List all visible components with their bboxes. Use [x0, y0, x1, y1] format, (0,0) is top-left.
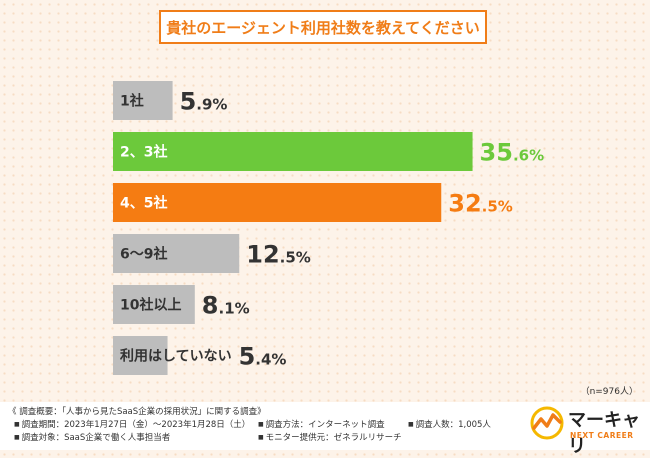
survey-count: 調査人数：1,005人: [408, 418, 491, 430]
bar-1: [113, 132, 473, 171]
category-label-3: 6〜9社: [120, 246, 167, 263]
value-label-1: 35.6%: [480, 139, 545, 167]
bar-2: [113, 183, 442, 222]
chart-title-text: 貴社のエージェント利用社数を教えてください: [166, 18, 480, 37]
survey-heading: 《 調査概要：「人事から見たSaaS企業の採用状況」に関する調査》: [8, 407, 266, 417]
sample-size-note: （n=976人）: [580, 387, 638, 397]
bar-3: [113, 234, 240, 273]
category-label-5: 利用はしていない: [120, 348, 232, 365]
value-label-0: 5.9%: [180, 88, 228, 116]
value-label-5: 5.4%: [239, 343, 287, 371]
value-label-4: 8.1%: [202, 292, 250, 320]
bar-5: [113, 336, 168, 375]
logo: マーキャリ NEXT CAREER: [528, 404, 644, 457]
category-label-4: 10社以上: [120, 297, 181, 314]
survey-method: 調査方法：インターネット調査: [258, 418, 385, 430]
logo-mark-icon: [530, 406, 564, 440]
category-label-0: 1社: [120, 93, 144, 110]
bar-0: [113, 81, 173, 120]
survey-period: 調査期間：2023年1月27日（金）〜2023年1月28日（土）: [14, 418, 251, 430]
survey-provider: モニター提供元：ゼネラルリサーチ: [258, 431, 402, 443]
bar-chart: 1社 5.9% 2、3社 35.6% 4、5社 32.5% 6〜9社 12.5% 10社以上 8.…: [113, 81, 545, 375]
bar-4: [113, 285, 195, 324]
logo-subtitle: NEXT CAREER: [570, 431, 634, 440]
value-label-2: 32.5%: [448, 190, 513, 218]
value-label-3: 12.5%: [246, 241, 311, 269]
survey-target: 調査対象：SaaS企業で働く人事担当者: [14, 431, 171, 443]
chart-title: 貴社のエージェント利用社数を教えてください: [159, 10, 487, 44]
category-label-2: 4、5社: [120, 195, 167, 212]
category-label-1: 2、3社: [120, 144, 167, 161]
